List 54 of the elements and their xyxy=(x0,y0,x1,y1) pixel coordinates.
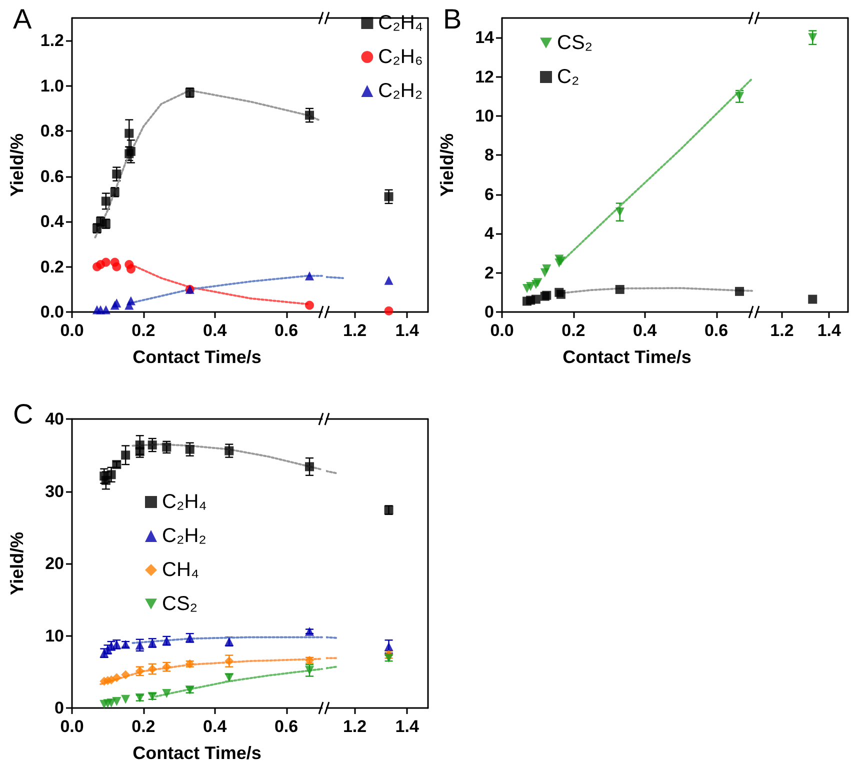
x-tick-label: 1.4 xyxy=(817,321,842,340)
y-tick-label: 6 xyxy=(484,184,494,204)
y-tick-label: 0.4 xyxy=(40,212,65,232)
legend-label: C₂H₂ xyxy=(162,525,206,547)
y-tick-label: 8 xyxy=(484,146,494,165)
y-tick-label: 1.0 xyxy=(40,76,64,96)
y-tick-label: 10 xyxy=(475,106,494,126)
x-tick-label: 0.4 xyxy=(203,321,228,340)
x-tick-label: 1.2 xyxy=(770,321,794,340)
legend-label: C₂H₄ xyxy=(162,491,207,513)
y-tick-label: 0.2 xyxy=(40,257,64,276)
y-tick-label: 20 xyxy=(45,554,64,573)
x-tick-label: 0.2 xyxy=(562,321,586,340)
y-tick-label: 0.0 xyxy=(40,302,64,322)
y-axis-title: Yield/% xyxy=(437,133,457,197)
x-axis-title: Contact Time/s xyxy=(132,743,262,763)
x-tick-label: 0.6 xyxy=(274,717,298,736)
chart-title: A xyxy=(13,4,32,34)
legend-label: CH₄ xyxy=(162,559,200,581)
x-tick-label: 0.2 xyxy=(132,717,156,736)
y-tick-label: 14 xyxy=(475,28,495,48)
x-tick-label: 1.4 xyxy=(395,321,420,340)
legend-label: C₂H₆ xyxy=(378,46,423,68)
x-tick-label: 0.6 xyxy=(704,321,728,340)
legend-label: C₂ xyxy=(557,66,580,88)
x-tick-label: 0.4 xyxy=(633,321,658,340)
y-tick-label: 12 xyxy=(475,67,494,86)
x-tick-label: 1.2 xyxy=(342,717,367,736)
y-axis-title: Yield/% xyxy=(7,532,27,596)
y-tick-label: 40 xyxy=(45,410,64,428)
y-tick-label: 4 xyxy=(484,224,495,244)
chart-title: C xyxy=(13,398,34,430)
y-tick-label: 10 xyxy=(45,626,64,646)
y-tick-label: 0 xyxy=(484,302,494,322)
x-tick-label: 0.4 xyxy=(203,717,228,736)
y-tick-label: 0.8 xyxy=(40,122,64,141)
y-tick-label: 2 xyxy=(484,263,494,282)
legend-label: CS₂ xyxy=(162,593,198,615)
y-tick-label: 30 xyxy=(45,482,64,501)
x-tick-label: 0.2 xyxy=(132,321,156,340)
y-tick-label: 0 xyxy=(54,698,64,718)
y-tick-label: 1.2 xyxy=(40,31,64,50)
y-tick-label: 0.6 xyxy=(40,166,64,186)
x-tick-label: 0.0 xyxy=(60,321,84,340)
x-tick-label: 1.2 xyxy=(342,321,367,340)
legend-label: C₂H₂ xyxy=(378,80,423,102)
chart-title: B xyxy=(443,4,462,34)
y-axis-title: Yield/% xyxy=(7,133,27,197)
x-tick-label: 0.6 xyxy=(274,321,298,340)
x-tick-label: 1.4 xyxy=(395,717,420,736)
legend-label: CS₂ xyxy=(557,32,593,54)
x-axis-title: Contact Time/s xyxy=(132,347,262,367)
x-tick-label: 0.0 xyxy=(60,717,84,736)
x-axis-title: Contact Time/s xyxy=(562,347,692,367)
